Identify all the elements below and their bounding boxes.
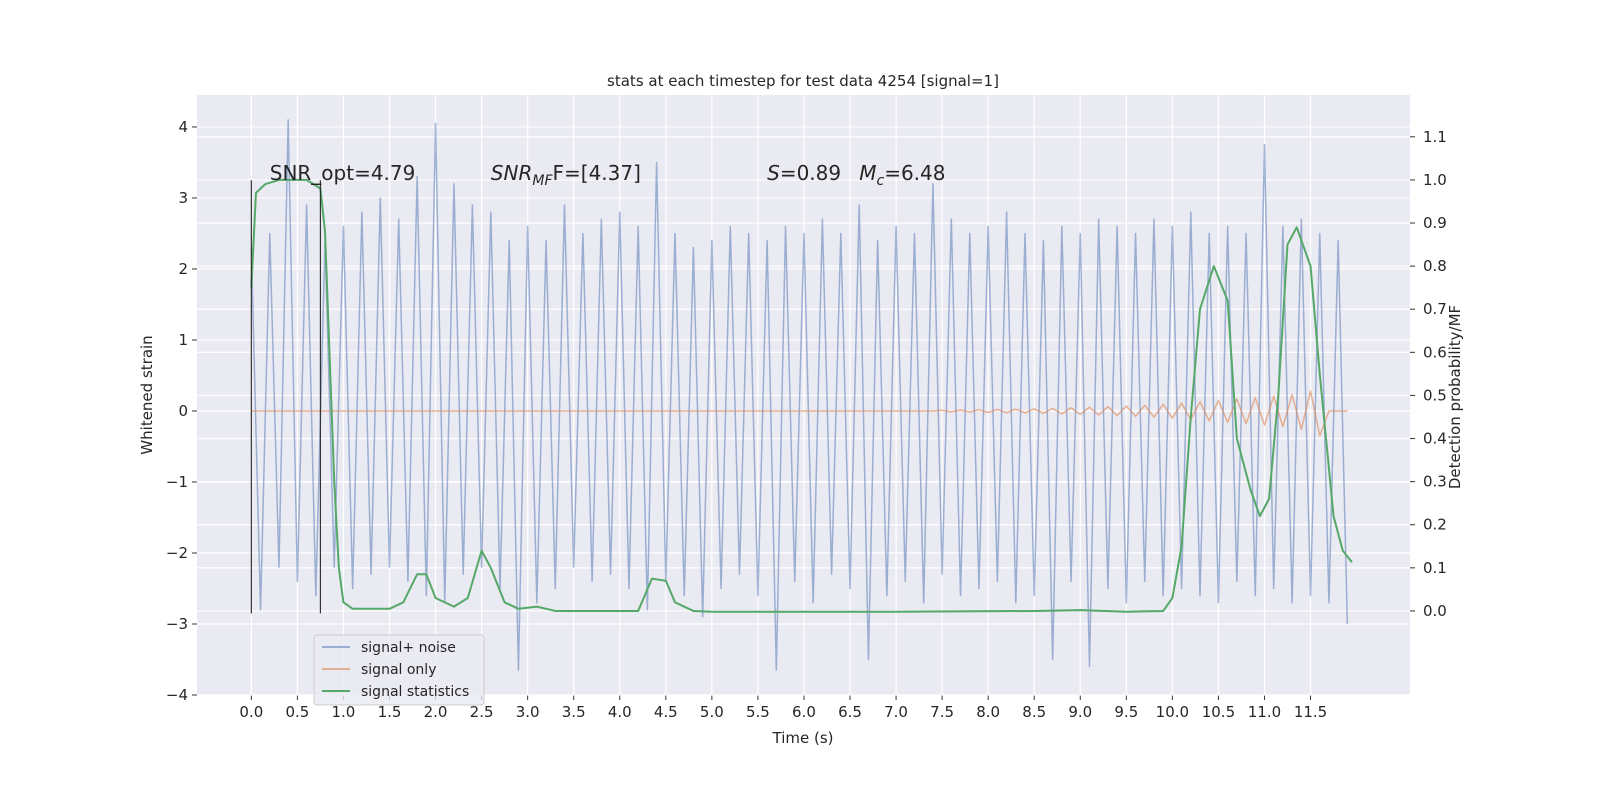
x-axis-label: Time (s) [772, 729, 834, 747]
legend-label: signal+ noise [361, 640, 456, 656]
y2-tick-label: 0.2 [1423, 516, 1447, 534]
y-tick-label: −4 [166, 686, 188, 704]
x-tick-label: 8.5 [1022, 703, 1046, 721]
chart-title: stats at each timestep for test data 425… [607, 72, 999, 90]
series-line [250, 178, 1353, 613]
x-tick-label: 7.5 [930, 703, 954, 721]
annotation-part: SNR [491, 161, 533, 185]
y-tick-label: 4 [178, 118, 188, 136]
y2-tick-label: 1.1 [1423, 128, 1447, 146]
x-tick-label: 2.0 [424, 703, 448, 721]
legend-label: signal only [361, 662, 436, 678]
y2-tick-label: 0.3 [1423, 473, 1447, 491]
y2-tick-label: 0.4 [1423, 430, 1447, 448]
y2-axis-label: Detection probability/MF [1446, 305, 1464, 489]
y2-tick-label: 0.1 [1423, 559, 1447, 577]
y2-tick-label: 0.6 [1423, 343, 1447, 361]
annotation-part: F=[4.37] [553, 161, 641, 185]
annotation-part: =0.89 [780, 161, 841, 185]
x-tick-label: 4.5 [654, 703, 678, 721]
x-tick-label: 6.5 [838, 703, 862, 721]
x-tick-label: 1.0 [332, 703, 356, 721]
annotation-part: MF [532, 173, 553, 189]
y2-tick-label: 0.7 [1423, 300, 1447, 318]
x-tick-label: 0.5 [285, 703, 309, 721]
annotation: SNRMFF=[4.37] [491, 161, 641, 189]
series-line [251, 390, 1348, 437]
y-axis-label: Whitened strain [138, 335, 156, 454]
series-line [250, 119, 1349, 671]
annotation: SNR_opt=4.79 [270, 161, 416, 185]
legend-box [313, 634, 485, 706]
annotation: S=0.89 [767, 161, 841, 185]
x-tick-label: 11.5 [1294, 703, 1327, 721]
y-tick-label: −3 [166, 615, 188, 633]
annotation: Mc=6.48 [859, 161, 945, 189]
y-tick-label: 3 [178, 189, 188, 207]
legend-label: signal statistics [361, 684, 469, 700]
x-tick-label: 5.5 [746, 703, 770, 721]
x-tick-label: 9.5 [1114, 703, 1138, 721]
annotation-part: =6.48 [884, 161, 945, 185]
x-tick-label: 4.0 [608, 703, 632, 721]
x-tick-label: 3.0 [516, 703, 540, 721]
annotation-part: M [859, 161, 876, 185]
y2-tick-label: 0.8 [1423, 257, 1447, 275]
x-tick-label: 3.5 [562, 703, 586, 721]
y-tick-label: 2 [178, 260, 188, 278]
x-tick-label: 11.0 [1248, 703, 1281, 721]
x-tick-label: 2.5 [470, 703, 494, 721]
x-tick-label: 9.0 [1068, 703, 1092, 721]
y2-tick-label: 0.9 [1423, 214, 1447, 232]
y-tick-label: −1 [166, 473, 188, 491]
x-tick-label: 1.5 [378, 703, 402, 721]
x-tick-label: 6.0 [792, 703, 816, 721]
x-tick-label: 5.0 [700, 703, 724, 721]
y-tick-label: 0 [178, 402, 188, 420]
y2-tick-label: 1.0 [1423, 171, 1447, 189]
y-tick-label: −2 [166, 544, 188, 562]
annotation-part: c [876, 173, 884, 189]
x-tick-label: 8.0 [976, 703, 1000, 721]
x-tick-label: 10.5 [1202, 703, 1235, 721]
annotation-part: SNR_opt=4.79 [270, 161, 416, 185]
y2-tick-label: 0.5 [1423, 386, 1447, 404]
x-tick-label: 7.0 [884, 703, 908, 721]
y2-tick-label: 0.0 [1423, 602, 1447, 620]
y-tick-label: 1 [178, 331, 188, 349]
x-tick-label: 0.0 [239, 703, 263, 721]
annotation-part: S [767, 161, 780, 185]
x-tick-label: 10.0 [1156, 703, 1189, 721]
